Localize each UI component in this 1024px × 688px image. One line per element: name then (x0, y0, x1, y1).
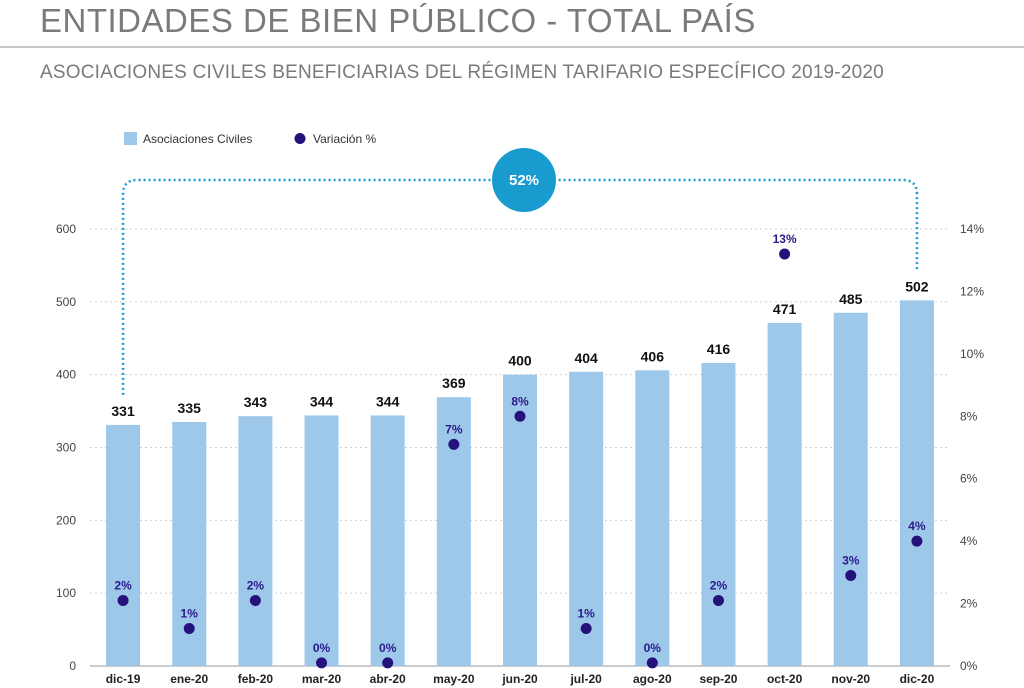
bar-value-label: 344 (310, 393, 334, 409)
variation-point (514, 410, 526, 422)
category-label: ene-20 (170, 672, 208, 686)
variation-point (316, 657, 328, 669)
bar-value-label: 344 (376, 393, 400, 409)
left-tick-label: 200 (56, 513, 76, 527)
category-label: jul-20 (569, 672, 602, 686)
bar (833, 312, 868, 666)
variation-point (911, 535, 923, 547)
page-subtitle: ASOCIACIONES CIVILES BENEFICIARIAS DEL R… (40, 62, 884, 83)
category-label: nov-20 (831, 672, 870, 686)
variation-label: 0% (313, 641, 331, 655)
variation-point (448, 438, 460, 450)
right-tick-label: 10% (960, 347, 984, 361)
variation-point (117, 594, 129, 606)
right-tick-label: 4% (960, 534, 978, 548)
bar-series (106, 300, 934, 666)
variation-point (779, 248, 791, 260)
category-labels: dic-19 ene-20 feb-20 mar-20 abr-20 may-20 jun-… (106, 672, 935, 686)
category-label: feb-20 (238, 672, 274, 686)
bar (899, 300, 934, 666)
bar-value-label: 406 (641, 348, 665, 364)
bar (436, 397, 471, 666)
growth-badge-label: 52% (509, 172, 539, 189)
bar-value-label: 404 (574, 350, 598, 366)
category-label: abr-20 (370, 672, 406, 686)
left-tick-label: 0 (69, 659, 76, 673)
point-series: 2% 1% 2% 0% 0% 7% 8% 1% 0% 2% 13% 3% 4% (114, 232, 926, 669)
variation-point (183, 623, 195, 635)
variation-label: 3% (842, 553, 860, 567)
bar-value-label: 335 (178, 400, 202, 416)
variation-label: 2% (114, 578, 132, 592)
variation-label: 13% (773, 232, 797, 246)
variation-point (845, 569, 857, 581)
bar (370, 415, 405, 666)
right-tick-label: 0% (960, 659, 978, 673)
bar (569, 371, 604, 666)
bar (701, 363, 736, 666)
category-label: mar-20 (302, 672, 342, 686)
title-divider (0, 46, 1024, 48)
bar-value-label: 502 (905, 278, 929, 294)
right-tick-label: 2% (960, 597, 978, 611)
right-tick-label: 6% (960, 472, 978, 486)
bar-value-label: 471 (773, 301, 797, 317)
growth-badge (492, 148, 556, 212)
category-label: oct-20 (767, 672, 803, 686)
legend: Asociaciones Civiles Variación % (124, 132, 376, 146)
category-label: jun-20 (501, 672, 538, 686)
right-tick-label: 14% (960, 222, 984, 236)
variation-label: 0% (379, 641, 397, 655)
variation-point (249, 594, 261, 606)
bar-value-label: 416 (707, 341, 731, 357)
variation-label: 0% (644, 641, 662, 655)
category-label: dic-19 (106, 672, 141, 686)
legend-label-bars: Asociaciones Civiles (143, 132, 252, 146)
variation-point (712, 594, 724, 606)
category-label: ago-20 (633, 672, 672, 686)
right-tick-label: 8% (960, 409, 978, 423)
bar-value-label: 400 (508, 353, 532, 369)
bar-labels: 331 335 343 344 344 369 400 404 406 416 471 485 502 (111, 278, 928, 419)
category-label: sep-20 (699, 672, 737, 686)
variation-point (382, 657, 394, 669)
bar (304, 415, 339, 666)
variation-point (580, 623, 592, 635)
right-tick-label: 12% (960, 284, 984, 298)
variation-label: 8% (511, 394, 529, 408)
bar-value-label: 369 (442, 375, 466, 391)
bar-value-label: 485 (839, 291, 863, 307)
category-label: may-20 (433, 672, 475, 686)
left-axis: 0 100 200 300 400 500 600 (56, 222, 76, 673)
right-axis: 0% 2% 4% 6% 8% 10% 12% 14% (960, 222, 984, 673)
bar (503, 374, 537, 666)
bar (238, 416, 273, 666)
variation-label: 1% (577, 607, 595, 621)
category-label: dic-20 (900, 672, 935, 686)
page-title: ENTIDADES DE BIEN PÚBLICO - TOTAL PAÍS (40, 2, 756, 39)
bar (767, 322, 802, 666)
variation-point (646, 657, 658, 669)
variation-label: 1% (181, 607, 199, 621)
variation-label: 4% (908, 519, 926, 533)
left-tick-label: 300 (56, 441, 76, 455)
left-tick-label: 600 (56, 222, 76, 236)
left-tick-label: 500 (56, 295, 76, 309)
bar (635, 370, 670, 666)
bar-value-label: 343 (244, 394, 268, 410)
bar-value-label: 331 (111, 403, 135, 419)
variation-label: 2% (710, 578, 728, 592)
variation-label: 2% (247, 578, 265, 592)
growth-annotation: 52% (121, 148, 919, 395)
legend-swatch-points (294, 133, 306, 144)
bar (106, 424, 141, 666)
left-tick-label: 400 (56, 368, 76, 382)
left-tick-label: 100 (56, 586, 76, 600)
variation-label: 7% (445, 422, 463, 436)
legend-swatch-bars (124, 132, 137, 145)
legend-label-points: Variación % (313, 132, 376, 146)
